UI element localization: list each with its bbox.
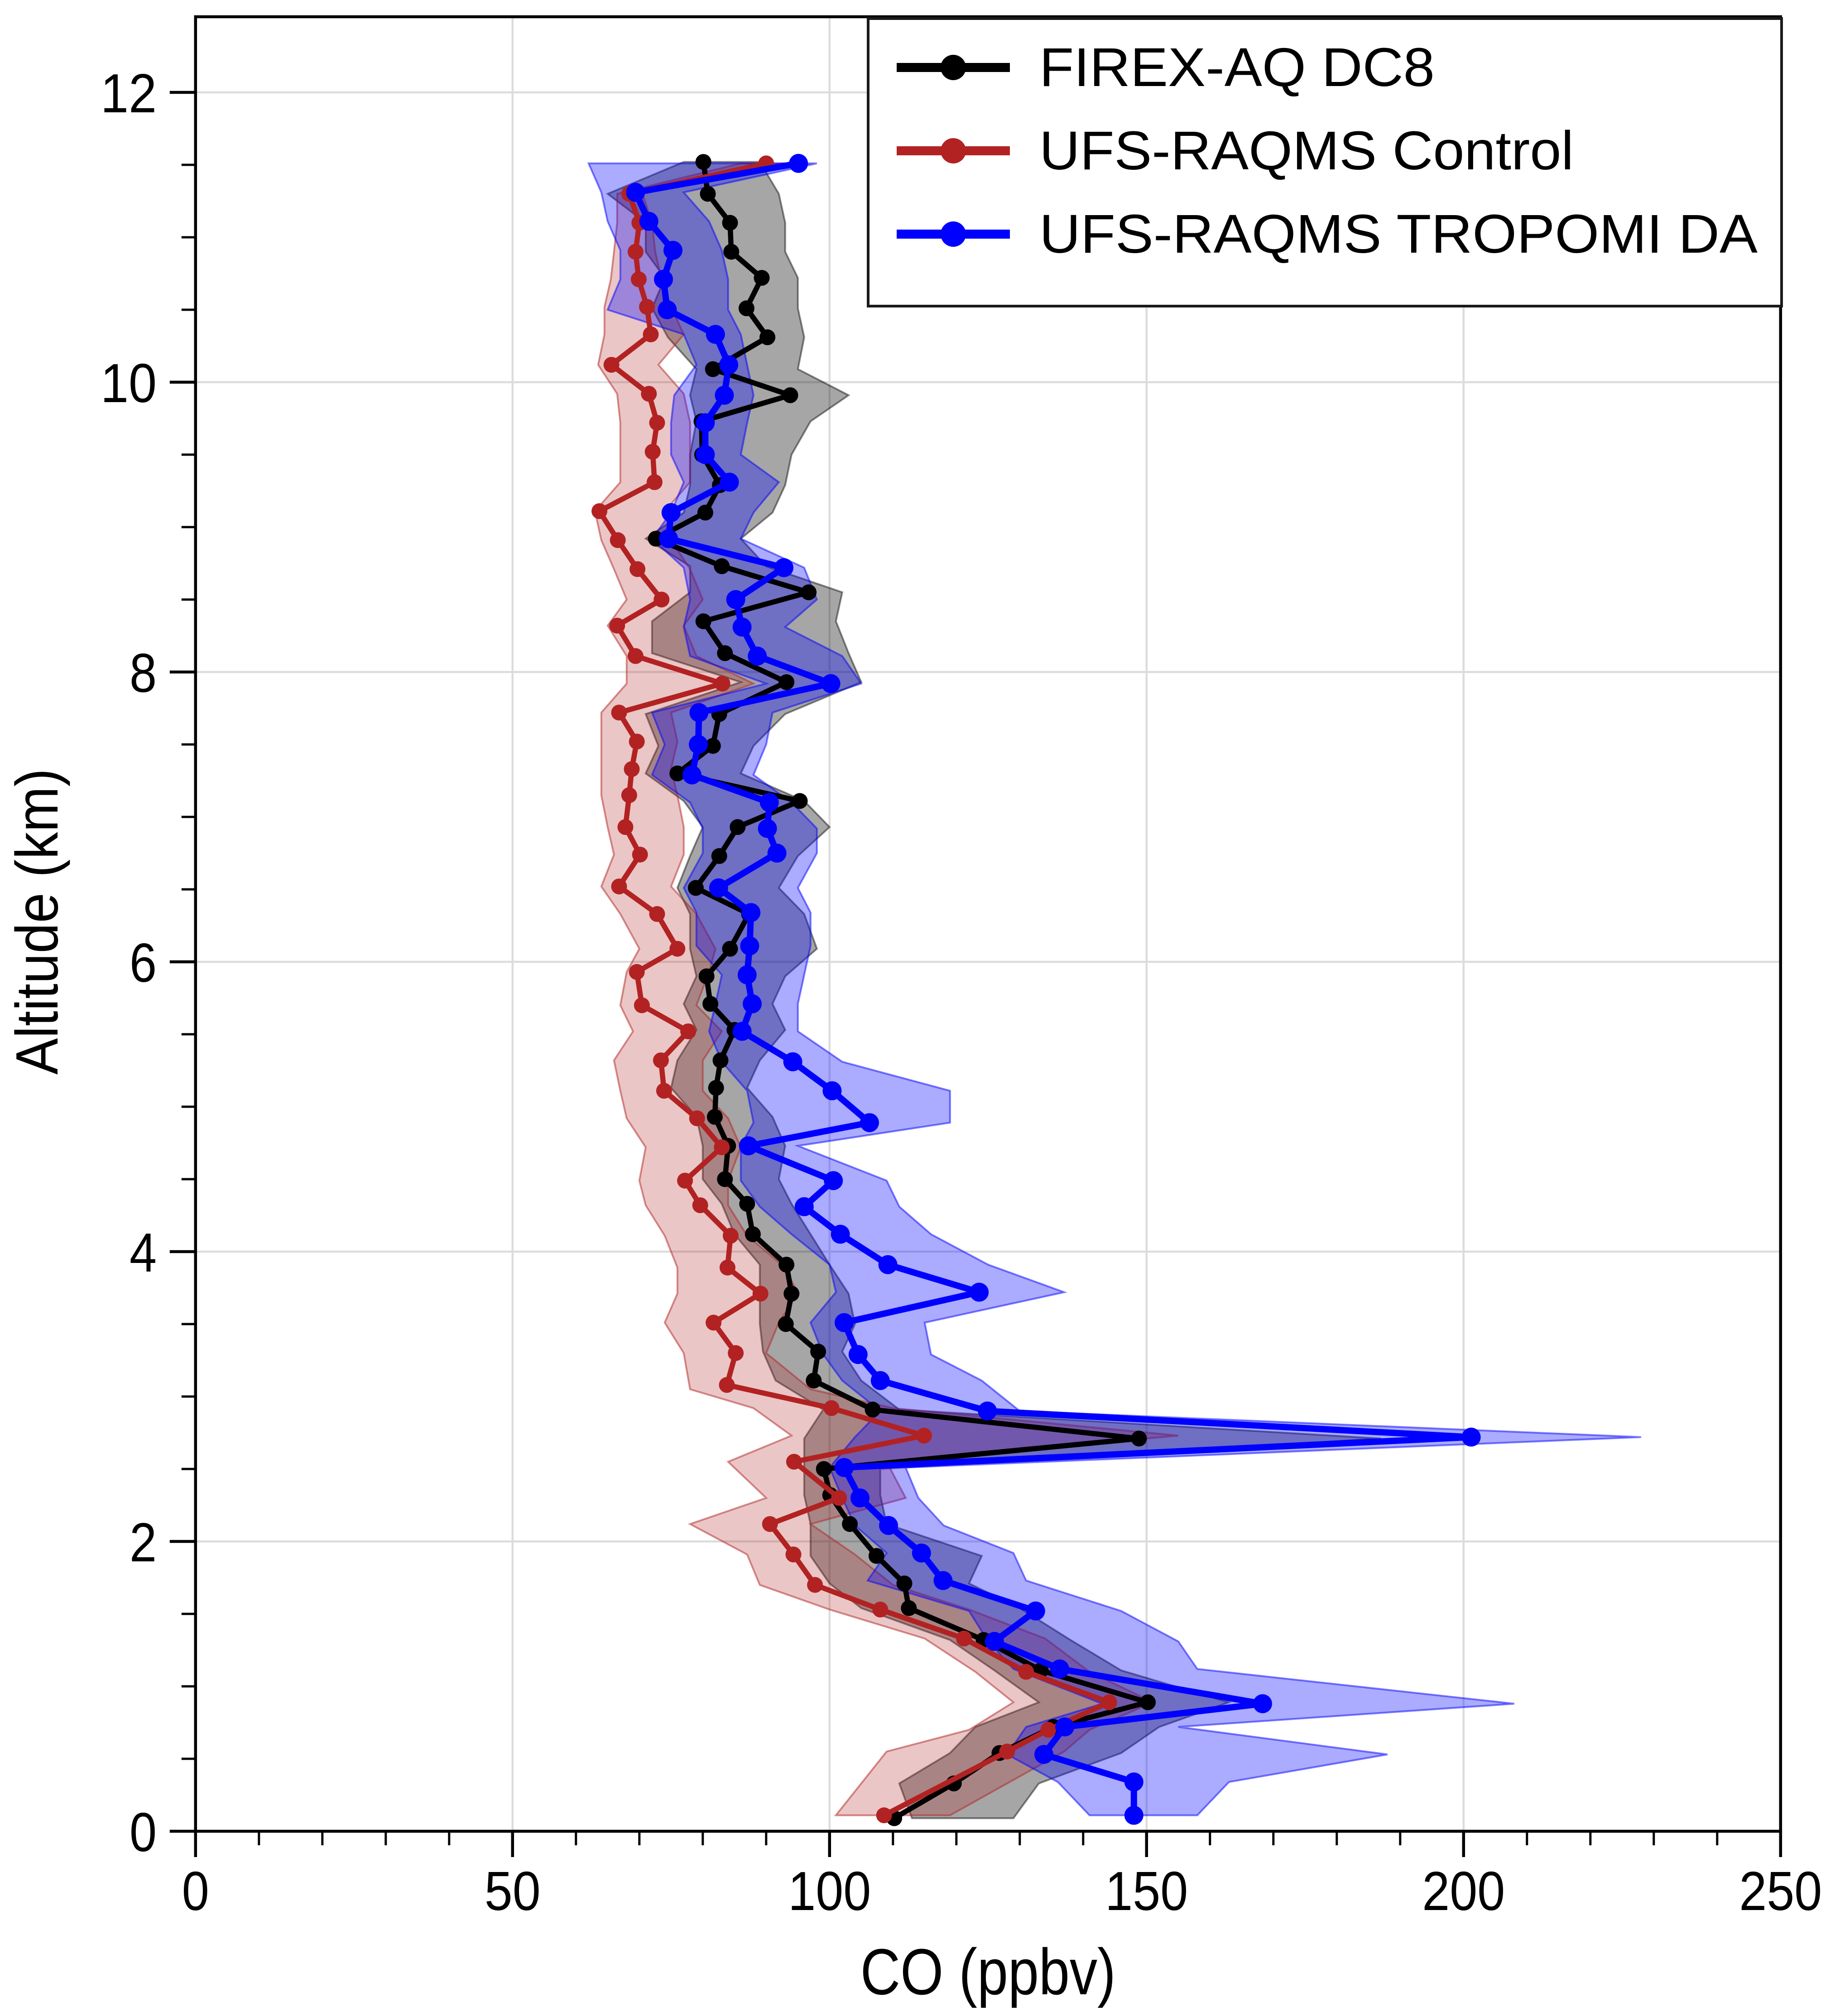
svg-text:150: 150 — [1105, 1860, 1188, 1922]
svg-text:10: 10 — [101, 352, 157, 414]
svg-text:8: 8 — [130, 642, 157, 704]
svg-text:UFS-RAQMS TROPOMI DA: UFS-RAQMS TROPOMI DA — [1039, 203, 1758, 264]
svg-text:0: 0 — [182, 1860, 209, 1922]
svg-text:2: 2 — [130, 1512, 157, 1573]
svg-text:100: 100 — [788, 1860, 871, 1922]
svg-text:Altitude (km): Altitude (km) — [4, 768, 70, 1075]
svg-text:FIREX-AQ DC8: FIREX-AQ DC8 — [1039, 36, 1435, 98]
svg-text:250: 250 — [1739, 1860, 1822, 1922]
svg-text:200: 200 — [1422, 1860, 1505, 1922]
svg-text:12: 12 — [101, 62, 157, 124]
svg-text:CO (ppbv): CO (ppbv) — [860, 1935, 1116, 2008]
svg-text:UFS-RAQMS Control: UFS-RAQMS Control — [1039, 120, 1574, 181]
svg-text:6: 6 — [130, 932, 157, 994]
svg-text:4: 4 — [130, 1222, 157, 1283]
svg-text:50: 50 — [485, 1860, 541, 1922]
svg-text:0: 0 — [130, 1801, 157, 1863]
